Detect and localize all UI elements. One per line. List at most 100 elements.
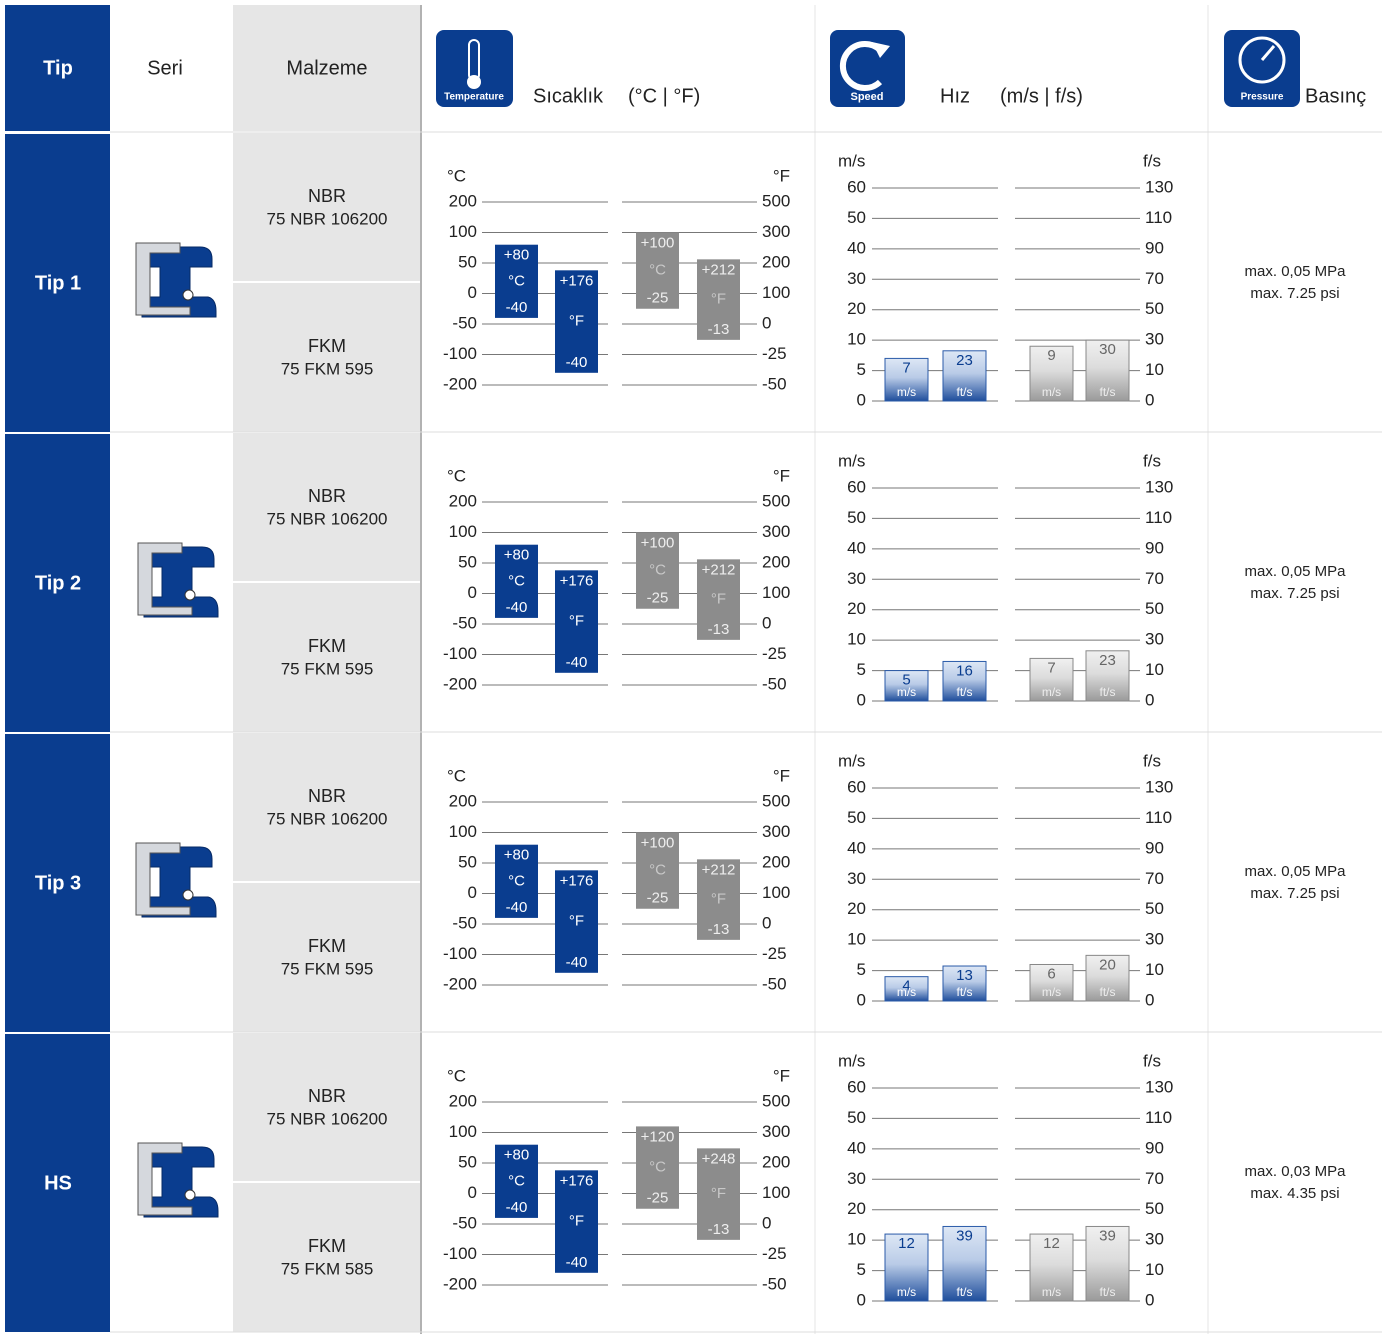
tick-label: -50 (762, 674, 787, 693)
bar-unit: m/s (897, 1285, 916, 1299)
tick-label: 0 (857, 990, 866, 1009)
tick-label: 200 (449, 491, 477, 510)
axis-unit: m/s (838, 151, 865, 170)
bar-value: 12 (898, 1235, 915, 1252)
axis-unit: f/s (1143, 151, 1161, 170)
bar-max-label: +176 (560, 572, 594, 589)
seal-icon (135, 842, 217, 918)
axis-unit: °C (447, 466, 466, 485)
axis-unit: °F (773, 1066, 790, 1085)
tick-label: 10 (847, 930, 866, 949)
tick-label: 40 (847, 838, 866, 857)
material-code: 75 FKM 595 (281, 359, 374, 378)
material-name: FKM (308, 1236, 346, 1256)
tick-label: 200 (449, 1091, 477, 1110)
axis-unit: m/s (838, 451, 865, 470)
header-speed: Hız (940, 85, 970, 107)
temperature-bar (636, 532, 679, 609)
tick-label: 0 (468, 283, 477, 302)
bar-unit: °F (569, 613, 584, 630)
bar-value: 30 (1099, 341, 1116, 358)
tick-label: 50 (458, 252, 477, 271)
axis-unit: f/s (1143, 751, 1161, 770)
bar-max-label: +212 (702, 261, 736, 278)
bar-value: 23 (956, 352, 973, 369)
tick-label: 0 (468, 583, 477, 602)
header-temperature-unit: (°C | °F) (628, 85, 700, 107)
tick-label: 500 (762, 191, 790, 210)
bar-unit: ft/s (1099, 685, 1115, 699)
bar-max-label: +80 (504, 247, 529, 264)
tick-label: 90 (1145, 1138, 1164, 1157)
speed-bar (942, 660, 987, 702)
tick-label: 10 (1145, 1260, 1164, 1279)
tick-label: 90 (1145, 538, 1164, 557)
bar-unit: °C (649, 862, 666, 879)
tick-label: -200 (443, 1274, 477, 1293)
bar-min-label: -13 (708, 921, 730, 938)
bar-max-label: +100 (641, 834, 675, 851)
speed-bar (942, 965, 987, 1002)
temperature-bar (555, 570, 598, 673)
bar-unit: °C (649, 262, 666, 279)
bar-unit: m/s (897, 385, 916, 399)
tick-label: 100 (762, 583, 790, 602)
material-name: NBR (308, 486, 346, 506)
bar-min-label: -25 (647, 1190, 669, 1207)
bar-min-label: -40 (566, 654, 588, 671)
bar-unit: °F (569, 1213, 584, 1230)
tick-label: -200 (443, 374, 477, 393)
tick-label: 60 (847, 177, 866, 196)
temperature-bar (697, 259, 740, 340)
bar-value: 23 (1099, 652, 1116, 669)
tick-label: -50 (762, 1274, 787, 1293)
material-name: FKM (308, 636, 346, 656)
temperature-bar (555, 270, 598, 373)
speed-bar (942, 350, 987, 402)
bar-unit: m/s (1042, 985, 1061, 999)
pressure-text: max. 4.35 psi (1250, 1185, 1339, 1202)
tick-label: 130 (1145, 1077, 1173, 1096)
tick-label: 10 (1145, 960, 1164, 979)
tick-label: 50 (1145, 599, 1164, 618)
tick-label: 30 (1145, 630, 1164, 649)
pressure-text: max. 7.25 psi (1250, 585, 1339, 602)
axis-unit: °F (773, 466, 790, 485)
material-name: FKM (308, 336, 346, 356)
material-code: 75 FKM 595 (281, 659, 374, 678)
bar-max-label: +80 (504, 847, 529, 864)
header-cell (5, 5, 110, 131)
tick-label: 0 (762, 613, 771, 632)
pressure-text: max. 0,05 MPa (1245, 863, 1347, 880)
tip-label: Tip 2 (35, 572, 81, 594)
bar-min-label: -40 (506, 599, 528, 616)
material-name: NBR (308, 786, 346, 806)
tick-label: -50 (452, 613, 477, 632)
speed-bar (1085, 1225, 1130, 1302)
tick-label: -100 (443, 944, 477, 963)
speed-bar (1029, 657, 1074, 702)
bar-unit: ft/s (956, 385, 972, 399)
tick-label: 10 (847, 630, 866, 649)
tick-label: 30 (1145, 1230, 1164, 1249)
tick-label: 130 (1145, 777, 1173, 796)
tick-label: 0 (468, 883, 477, 902)
header-tip: Tip (43, 57, 73, 79)
material-name: NBR (308, 186, 346, 206)
bar-max-label: +100 (641, 234, 675, 251)
tick-label: 500 (762, 1091, 790, 1110)
axis-unit: °F (773, 766, 790, 785)
tick-label: 130 (1145, 477, 1173, 496)
tick-label: -25 (762, 344, 787, 363)
tick-label: 10 (1145, 360, 1164, 379)
tick-label: 50 (1145, 899, 1164, 918)
tick-label: 10 (1145, 660, 1164, 679)
tick-label: 70 (1145, 1169, 1164, 1188)
tick-label: 200 (762, 852, 790, 871)
bar-unit: ft/s (956, 985, 972, 999)
tick-label: 100 (762, 883, 790, 902)
tick-label: 110 (1145, 208, 1172, 227)
tick-label: 300 (762, 1122, 790, 1141)
bar-max-label: +248 (702, 1150, 736, 1167)
bar-unit: m/s (1042, 1285, 1061, 1299)
